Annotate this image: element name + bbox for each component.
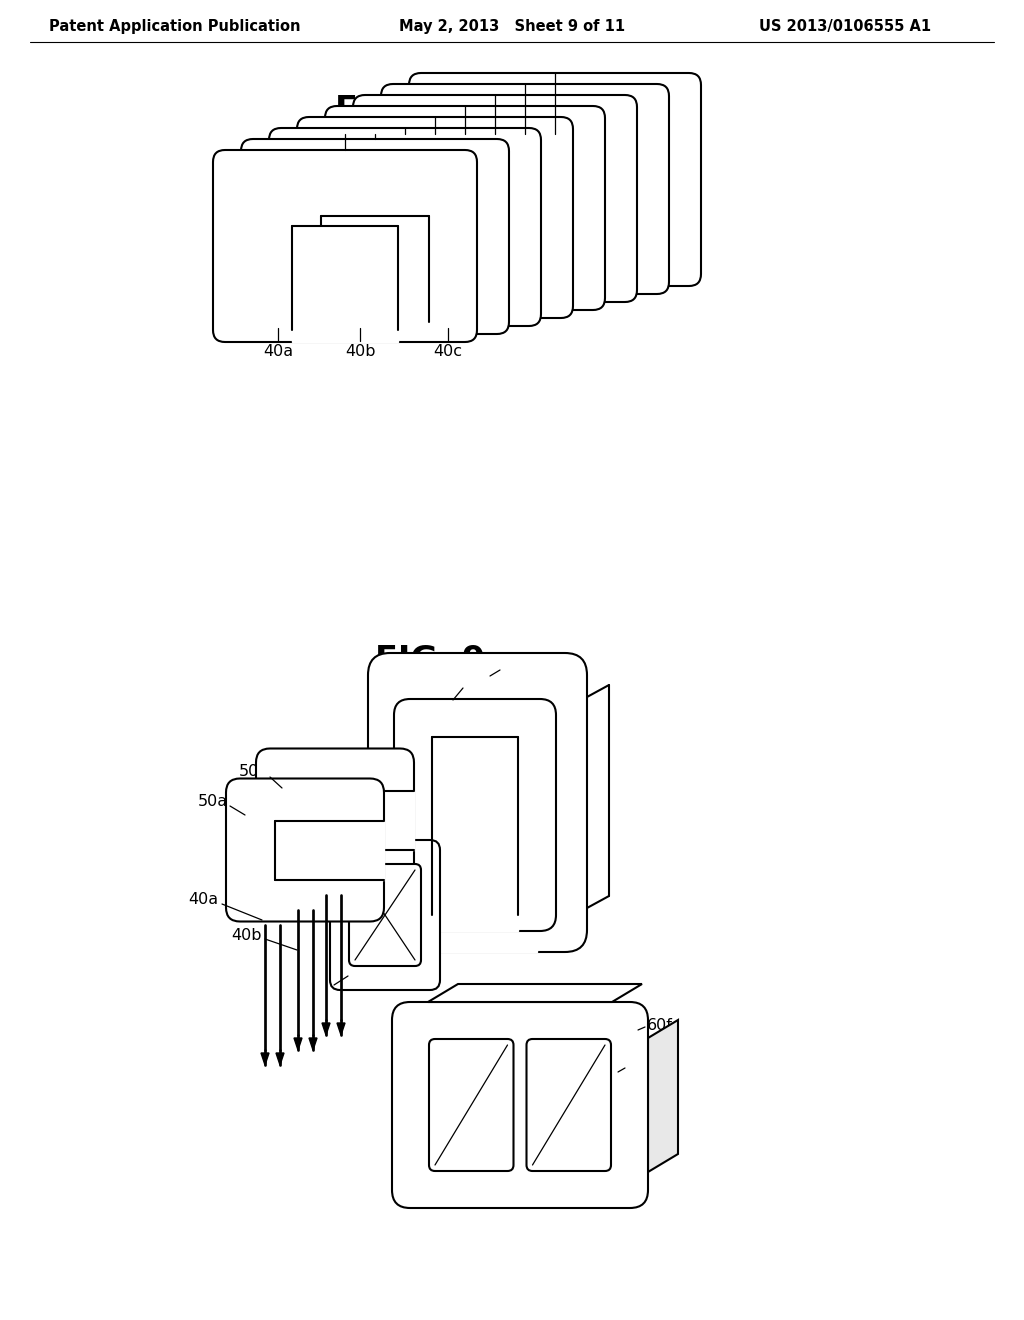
FancyBboxPatch shape (409, 73, 701, 286)
Polygon shape (294, 1038, 302, 1049)
Text: 50e: 50e (452, 119, 479, 133)
Bar (409, 186, 521, 310)
FancyBboxPatch shape (429, 1039, 513, 1171)
FancyBboxPatch shape (394, 700, 556, 931)
FancyBboxPatch shape (226, 779, 384, 921)
Text: 40b: 40b (231, 928, 262, 942)
Text: 50g: 50g (511, 119, 539, 133)
FancyBboxPatch shape (392, 1002, 648, 1208)
FancyBboxPatch shape (256, 748, 414, 891)
FancyBboxPatch shape (325, 106, 605, 310)
Text: 50a: 50a (198, 795, 228, 809)
Text: 40a: 40a (263, 345, 293, 359)
Text: 40b: 40b (345, 345, 375, 359)
Polygon shape (337, 1023, 345, 1035)
Polygon shape (276, 1053, 284, 1065)
Polygon shape (261, 1053, 269, 1065)
Bar (350, 206, 460, 326)
FancyBboxPatch shape (349, 865, 421, 966)
Text: 50h: 50h (541, 119, 569, 133)
FancyBboxPatch shape (368, 653, 587, 952)
Bar (292, 226, 397, 342)
Text: 60f: 60f (647, 1018, 673, 1032)
Text: 50c: 50c (239, 764, 268, 780)
Polygon shape (428, 983, 642, 1002)
Bar (275, 821, 384, 879)
Bar (467, 166, 583, 294)
Bar (496, 157, 614, 286)
Text: 50f: 50f (499, 655, 525, 669)
Text: Patent Application Publication: Patent Application Publication (49, 20, 301, 34)
Polygon shape (309, 1038, 317, 1049)
Text: 50a: 50a (331, 119, 358, 133)
Text: US 2013/0106555 A1: US 2013/0106555 A1 (759, 20, 931, 34)
FancyBboxPatch shape (213, 150, 477, 342)
Text: 50d: 50d (421, 119, 449, 133)
FancyBboxPatch shape (526, 1039, 611, 1171)
FancyBboxPatch shape (269, 128, 541, 326)
Text: May 2, 2013   Sheet 9 of 11: May 2, 2013 Sheet 9 of 11 (399, 20, 625, 34)
FancyBboxPatch shape (381, 84, 669, 294)
Text: 40a: 40a (187, 892, 218, 908)
FancyBboxPatch shape (297, 117, 573, 318)
FancyBboxPatch shape (241, 139, 509, 334)
FancyBboxPatch shape (353, 95, 637, 302)
Text: 50b: 50b (361, 119, 389, 133)
Text: 50f: 50f (483, 119, 507, 133)
Bar (380, 197, 490, 318)
Text: FIG. 8: FIG. 8 (335, 94, 445, 127)
Bar (432, 737, 518, 931)
Bar (438, 177, 552, 302)
Text: 40c: 40c (433, 345, 463, 359)
FancyBboxPatch shape (330, 840, 440, 990)
Text: 40c: 40c (336, 962, 365, 978)
Bar (305, 791, 414, 850)
Text: 50c: 50c (392, 119, 419, 133)
Polygon shape (648, 1020, 678, 1172)
Bar (418, 704, 537, 952)
Text: 50e: 50e (460, 675, 490, 689)
Polygon shape (322, 1023, 330, 1035)
Bar (322, 216, 429, 334)
Text: FIG. 9: FIG. 9 (375, 644, 485, 676)
Text: 60e: 60e (625, 1057, 655, 1072)
